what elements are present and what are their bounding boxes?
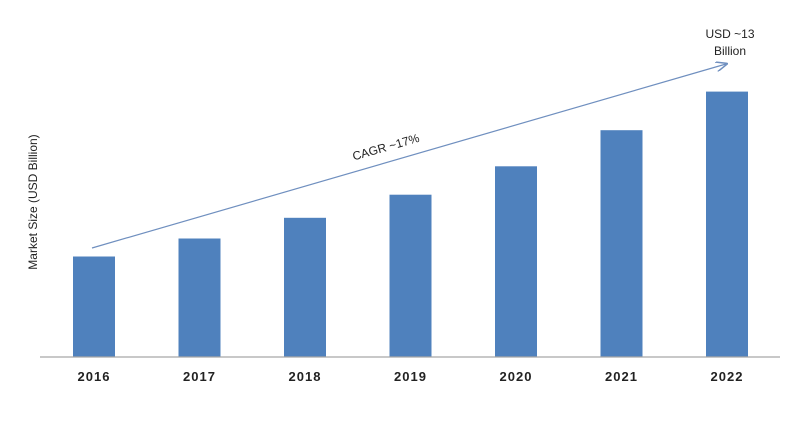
- x-tick-label-2019: 2019: [394, 369, 427, 384]
- x-tick-label-2021: 2021: [605, 369, 638, 384]
- x-tick-label-2017: 2017: [183, 369, 216, 384]
- x-tick-label-2022: 2022: [711, 369, 744, 384]
- bars-group: [73, 91, 748, 357]
- cagr-trend-arrow: [91, 64, 726, 249]
- cagr-annotation: CAGR ~17%: [351, 131, 422, 164]
- bar-2020: [495, 166, 537, 357]
- bar-2019: [389, 194, 432, 357]
- bar-2021: [600, 130, 643, 357]
- end-value-annotation-line2: Billion: [714, 44, 746, 58]
- end-value-annotation-line1: USD ~13: [705, 27, 754, 41]
- y-axis-title: Market Size (USD Billion): [26, 134, 40, 269]
- bar-2022: [706, 91, 748, 357]
- bar-2017: [178, 238, 221, 357]
- bar-2016: [73, 256, 115, 357]
- bar-2018: [284, 217, 326, 357]
- x-tick-label-2018: 2018: [289, 369, 322, 384]
- x-tick-label-2016: 2016: [78, 369, 111, 384]
- x-tick-labels: 2016 2017 2018 2019 2020 2021 2022: [78, 369, 744, 384]
- x-tick-label-2020: 2020: [500, 369, 533, 384]
